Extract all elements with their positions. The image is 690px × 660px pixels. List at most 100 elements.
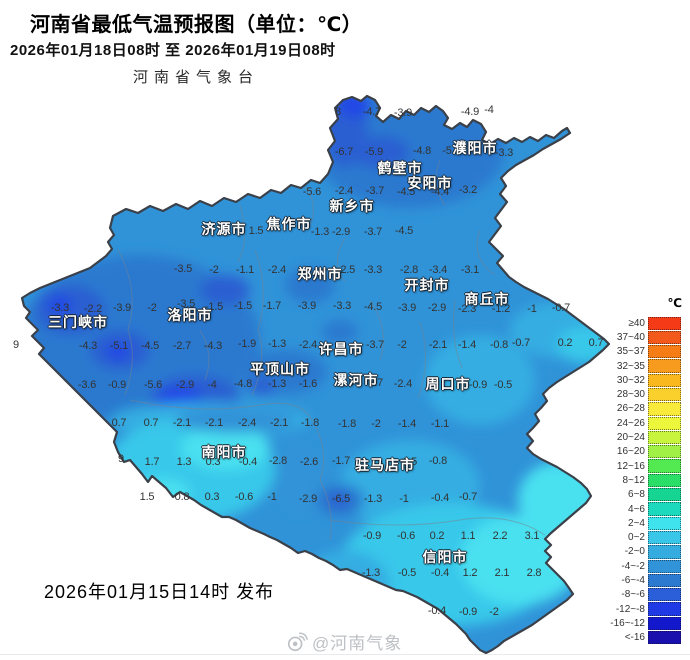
- legend-color-swatch: [648, 559, 681, 573]
- temperature-legend: ℃ ≥40 37~40 35~37 32~35 30~32 28~30 26~28 24~26…: [601, 296, 682, 645]
- station-temp-value: -1.4: [397, 418, 417, 430]
- city-label: 南阳市: [201, 444, 247, 460]
- legend-range-label: 35~37: [616, 346, 645, 358]
- station-temp-value: -0.4: [430, 567, 450, 579]
- station-temp-value: -3.1: [460, 264, 480, 276]
- station-temp-value: -5.1: [109, 340, 129, 352]
- legend-range-label: -6~-4: [621, 574, 645, 586]
- legend-range-label: 28~30: [616, 389, 645, 401]
- legend-row: <-16: [601, 631, 682, 645]
- city-label: 三门峡市: [48, 314, 108, 330]
- station-temp-value: -0.9: [107, 379, 127, 391]
- publish-time: 2026年01月15日14时 发布: [44, 582, 275, 602]
- station-temp-value: -3.9: [297, 300, 317, 312]
- legend-color-swatch: [648, 502, 681, 516]
- watermark-text: @河南气象: [312, 634, 403, 653]
- legend-range-label: 20~24: [616, 432, 645, 444]
- station-temp-value: 1.1: [460, 530, 476, 542]
- station-temp-value: -2.1: [204, 417, 224, 429]
- legend-row: -8~-6: [601, 588, 682, 602]
- station-temp-value: -2.5: [336, 264, 356, 276]
- station-temp-value: -1.9: [237, 338, 257, 350]
- station-temp-value: 0.8: [174, 491, 190, 503]
- station-temp-value: -0.7: [551, 302, 571, 314]
- station-temp-value: -1.6: [298, 378, 318, 390]
- station-temp-value: -0.9: [362, 530, 382, 542]
- legend-row: 16~20: [601, 445, 682, 459]
- station-temp-value: -4.4: [430, 186, 450, 198]
- station-temp-value: -3.7: [365, 339, 385, 351]
- station-temp-value: -4.3: [203, 340, 223, 352]
- station-temp-value: -0.9: [458, 606, 478, 618]
- station-temp-value: -4.3: [78, 340, 98, 352]
- station-temp-value: -2.9: [427, 302, 447, 314]
- station-temp-value: -4: [484, 104, 494, 116]
- station-temp-value: -0.9: [468, 379, 488, 391]
- legend-row: 32~35: [601, 359, 682, 373]
- station-temp-value: -5.6: [302, 186, 322, 198]
- station-temp-value: -1.1: [430, 418, 450, 430]
- station-temp-value: -2.3: [457, 303, 477, 315]
- station-temp-value: -4.8: [412, 145, 432, 157]
- legend-range-label: 30~32: [616, 374, 645, 386]
- station-temp-value: -2.9: [335, 377, 355, 389]
- legend-range-label: 6~8: [628, 489, 645, 501]
- legend-color-swatch: [648, 473, 681, 488]
- legend-color-swatch: [648, 345, 681, 359]
- city-label: 驻马店市: [355, 457, 415, 473]
- legend-color-swatch: [648, 373, 681, 387]
- station-temp-value: -2: [397, 339, 407, 351]
- station-temp-value: -4.7: [362, 106, 382, 118]
- station-temp-value: -2.8: [268, 455, 288, 467]
- legend-range-label: 2~4: [628, 517, 645, 529]
- station-temp-value: -2: [147, 302, 157, 314]
- station-temp-value: -3.7: [363, 226, 383, 238]
- legend-row: 28~30: [601, 387, 682, 402]
- station-temp-value: -1.4: [457, 339, 477, 351]
- legend-row: 35~37: [601, 345, 682, 359]
- station-temp-value: 2.2: [492, 530, 508, 542]
- station-temp-value: -2.4: [393, 378, 413, 390]
- legend-range-label: 4~6: [628, 503, 645, 515]
- legend-range-label: 8~12: [622, 474, 645, 486]
- legend-range-label: 37~40: [616, 331, 645, 343]
- legend-range-label: -4~-2: [621, 560, 645, 572]
- station-temp-value: -3.4: [428, 264, 448, 276]
- legend-row: -6~-4: [601, 573, 682, 588]
- legend-row: 37~40: [601, 330, 682, 345]
- station-temp-value: -2.4: [298, 339, 318, 351]
- station-temp-value: -3.9: [112, 302, 132, 314]
- station-temp-value: -0.4: [430, 492, 450, 504]
- legend-range-label: 24~26: [616, 417, 645, 429]
- station-temp-value: -1.1: [235, 264, 255, 276]
- station-temp-value: -3.5: [173, 263, 193, 275]
- station-temp-value: 0.3: [204, 491, 220, 503]
- legend-row: 0~2: [601, 530, 682, 545]
- city-label: 平顶山市: [250, 361, 310, 377]
- station-temp-value: -2.9: [298, 493, 318, 505]
- legend-range-label: 12~16: [616, 460, 645, 472]
- station-temp-value: -2.1: [428, 339, 448, 351]
- legend-row: 24~26: [601, 416, 682, 430]
- legend-row: -2~0: [601, 545, 682, 559]
- legend-color-swatch: [648, 387, 681, 402]
- bottom-divider: [0, 654, 690, 655]
- station-temp-value: -3.7: [365, 185, 385, 197]
- station-temp-value: -2: [209, 264, 219, 276]
- station-temp-value: -3.3: [332, 300, 352, 312]
- station-temp-value: -2.7: [172, 340, 192, 352]
- station-temp-value: -1: [399, 493, 409, 505]
- legend-color-swatch: [648, 330, 681, 345]
- station-temp-value: -1.3: [267, 378, 287, 390]
- station-temp-value: -2.4: [334, 185, 354, 197]
- station-temp-value: -2.2: [83, 303, 103, 315]
- city-label: 新乡市: [329, 198, 375, 214]
- station-temp-value: -4.5: [396, 186, 416, 198]
- city-label: 郑州市: [297, 266, 343, 282]
- legend-color-swatch: [648, 488, 681, 502]
- legend-row: 26~28: [601, 402, 682, 416]
- legend-range-label: -8~-6: [621, 589, 645, 601]
- station-temp-value: -1.7: [364, 377, 384, 389]
